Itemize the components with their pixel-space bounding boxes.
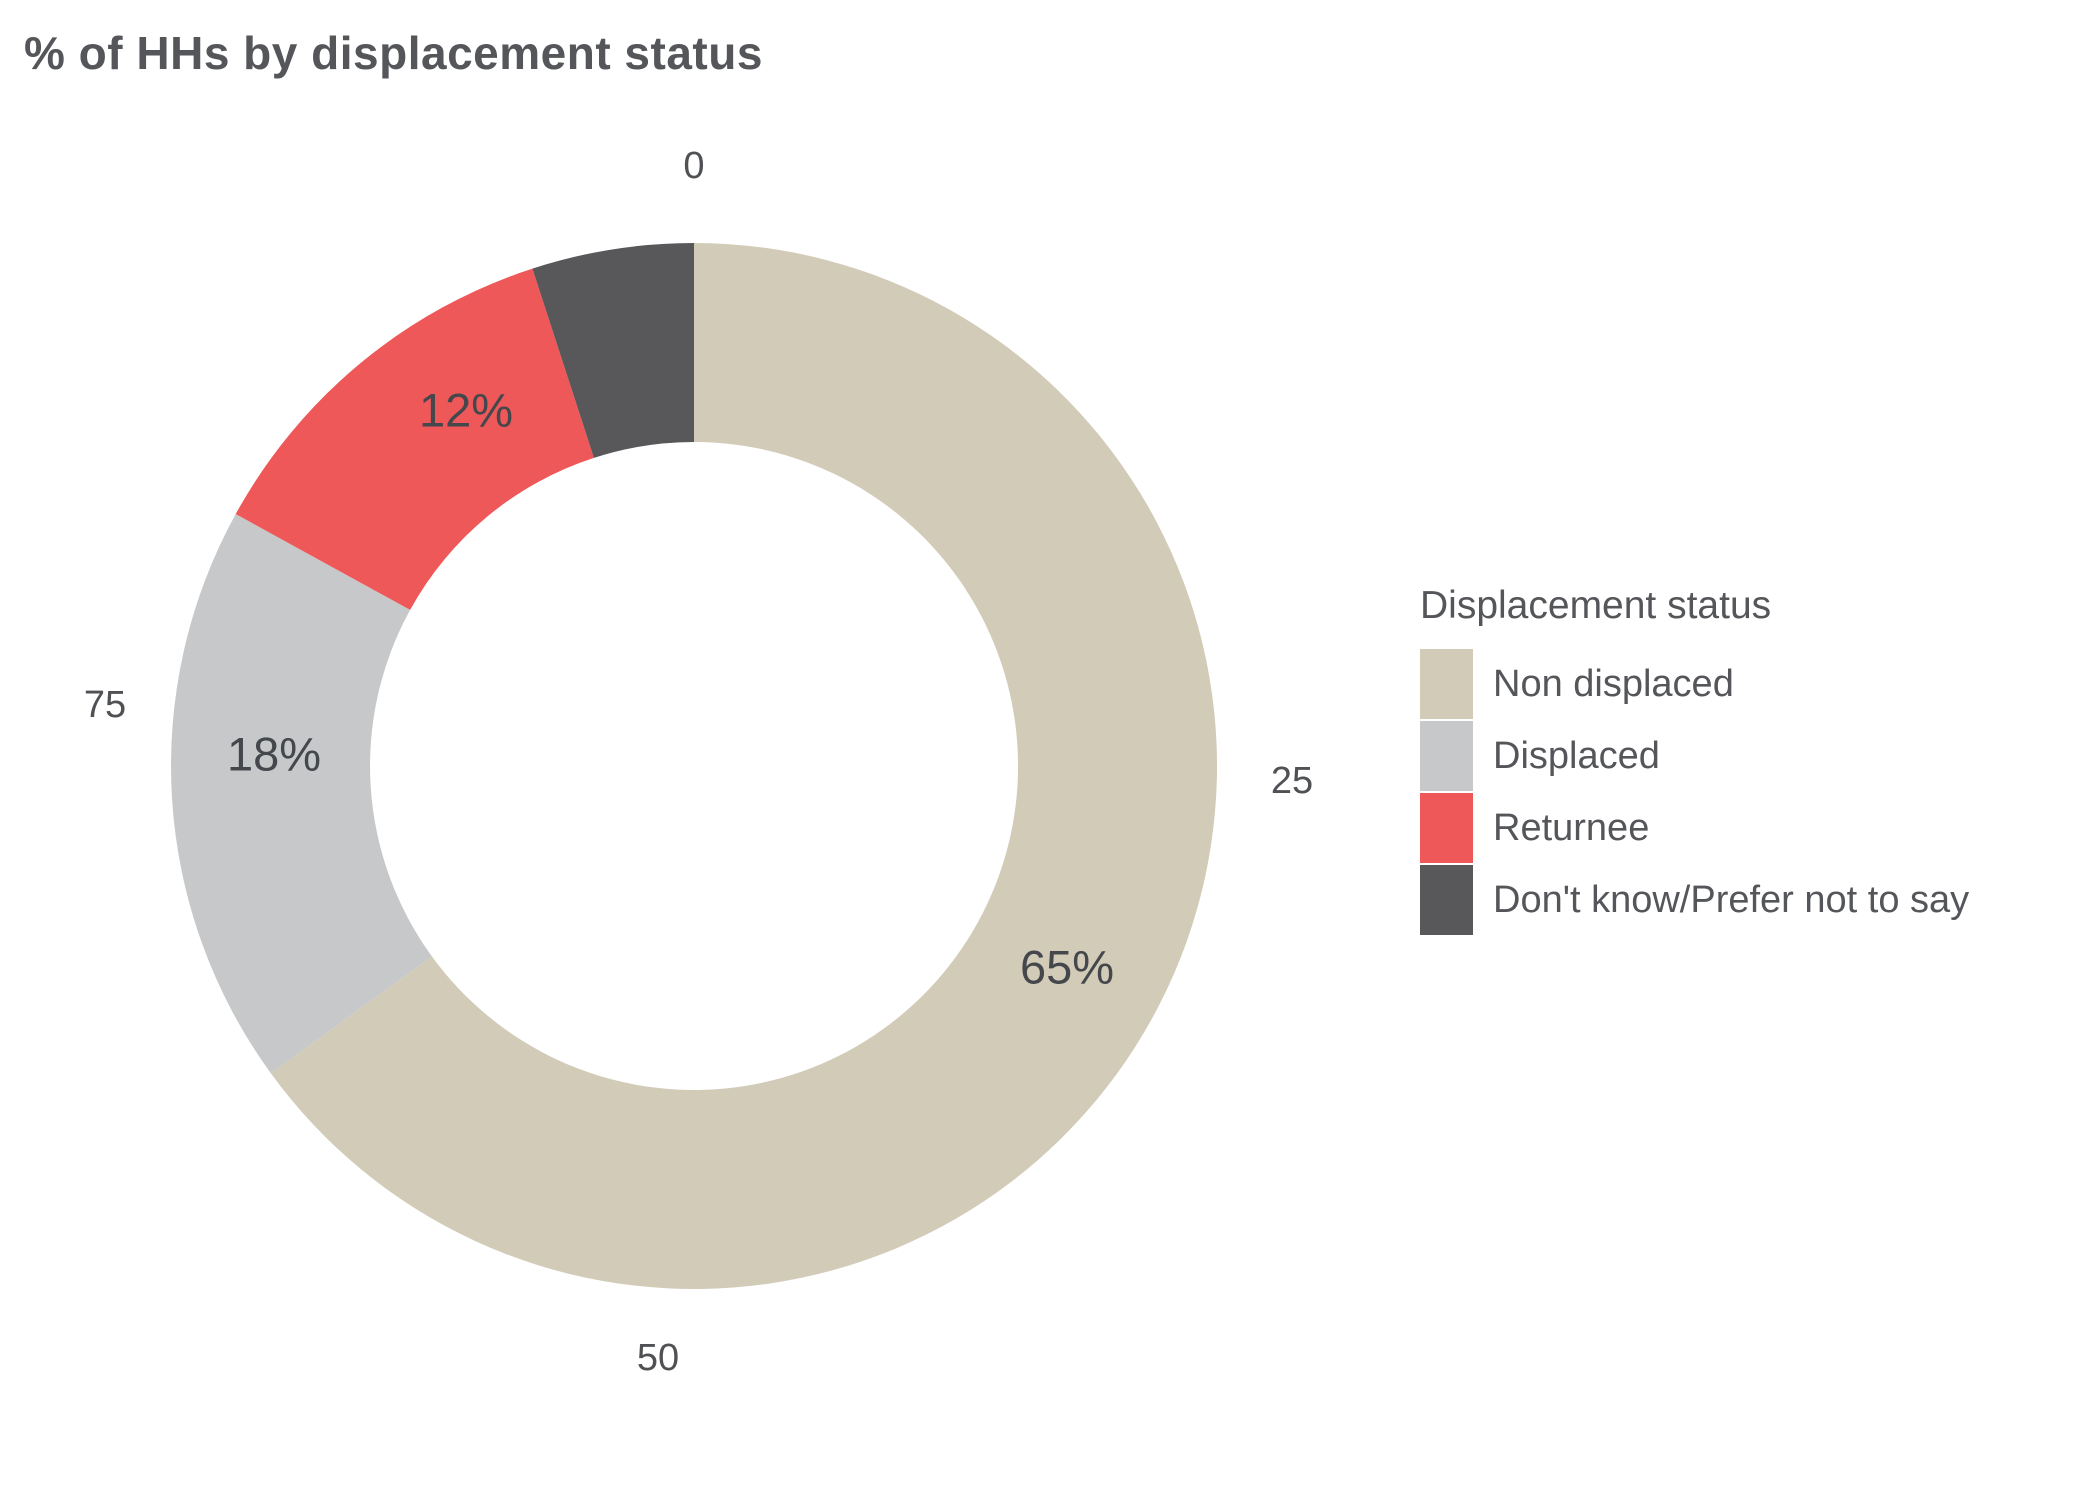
legend-items: Non displaced Displaced Returnee Don't know… <box>1420 649 2060 935</box>
slice-label-non-displaced: 65% <box>1020 941 1114 994</box>
donut-segment-displaced <box>171 514 432 1074</box>
legend-label-non-displaced: Non displaced <box>1493 662 1734 705</box>
legend-label-displaced: Displaced <box>1493 734 1660 777</box>
legend-label-returnee: Returnee <box>1493 806 1650 849</box>
angular-tick-50: 50 <box>637 1337 679 1379</box>
slice-label-returnee: 12% <box>419 384 513 437</box>
slice-label-displaced: 18% <box>227 728 321 781</box>
legend-label-don-t-know-prefer-not-to-say: Don't know/Prefer not to say <box>1493 878 1970 921</box>
angular-tick-75: 75 <box>84 684 126 726</box>
legend: Displacement status Non displaced Displac… <box>1420 584 2060 937</box>
legend-item-returnee: Returnee <box>1420 793 2060 863</box>
legend-swatch-don-t-know-prefer-not-to-say <box>1420 865 1473 935</box>
donut-segment-non-displaced <box>270 243 1218 1289</box>
legend-item-non-displaced: Non displaced <box>1420 649 2060 719</box>
chart-title: % of HHs by displacement status <box>24 27 763 79</box>
donut-segment-don-t-know-prefer-not-to-say <box>532 243 694 458</box>
legend-item-displaced: Displaced <box>1420 721 2060 791</box>
legend-item-don-t-know-prefer-not-to-say: Don't know/Prefer not to say <box>1420 865 2060 935</box>
angular-tick-25: 25 <box>1271 760 1313 802</box>
legend-swatch-returnee <box>1420 793 1473 863</box>
legend-swatch-non-displaced <box>1420 649 1473 719</box>
legend-swatch-displaced <box>1420 721 1473 791</box>
legend-title: Displacement status <box>1420 584 1772 627</box>
angular-tick-0: 0 <box>683 145 704 187</box>
donut-segment-returnee <box>235 268 594 610</box>
